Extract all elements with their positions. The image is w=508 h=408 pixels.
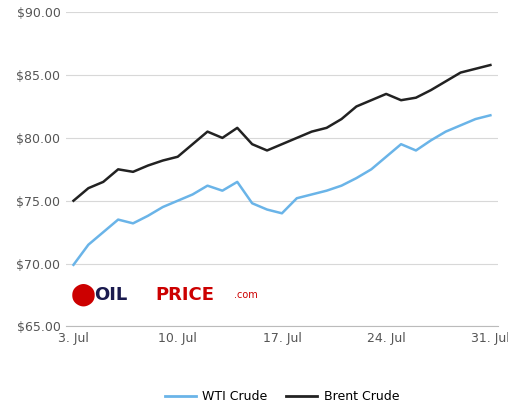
Text: ⬤: ⬤ — [71, 284, 96, 306]
Legend: WTI Crude, Brent Crude: WTI Crude, Brent Crude — [160, 385, 404, 408]
Text: .com: .com — [234, 290, 258, 300]
Text: PRICE: PRICE — [155, 286, 214, 304]
Text: OIL: OIL — [94, 286, 127, 304]
